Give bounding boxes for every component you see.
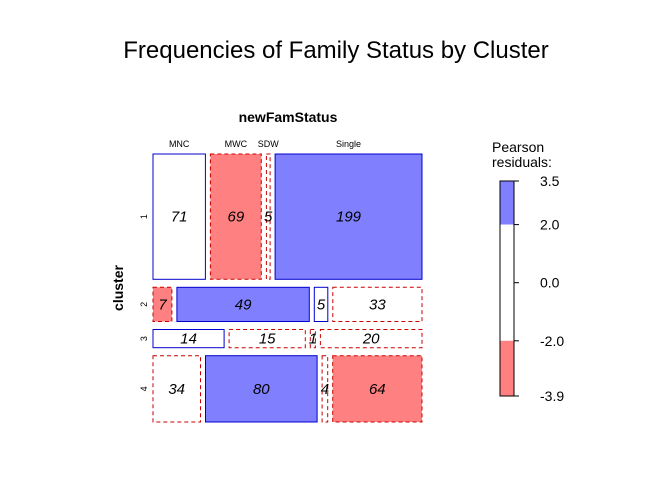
mosaic-cell bbox=[209, 153, 262, 280]
mosaic-cell bbox=[152, 355, 201, 423]
cell-count: 15 bbox=[259, 331, 276, 348]
mosaic-cell bbox=[332, 355, 423, 423]
cell-count: 4 bbox=[321, 381, 329, 398]
cell-count: 7 bbox=[158, 296, 167, 313]
legend-tick-label: 2.0 bbox=[540, 217, 560, 233]
row-labels: 1 2 3 4 bbox=[139, 214, 149, 391]
legend-band bbox=[500, 224, 514, 341]
legend-tick-label: -2.0 bbox=[540, 333, 564, 349]
mosaic-cell bbox=[152, 329, 225, 349]
mosaic-cell bbox=[332, 286, 423, 322]
mosaic-cells: 71 69 5 199 7 49 5 33 14 15 1 20 34 80 4 64 bbox=[152, 153, 423, 423]
row-label: 1 bbox=[139, 214, 149, 219]
mosaic-cell bbox=[152, 286, 173, 322]
cell-count: 1 bbox=[309, 331, 317, 348]
row-label: 4 bbox=[139, 386, 149, 391]
cell-count: 71 bbox=[171, 209, 188, 226]
cell-count: 64 bbox=[369, 381, 386, 398]
legend-band bbox=[500, 181, 514, 225]
mosaic-cell bbox=[176, 286, 310, 322]
mosaic-cell bbox=[205, 355, 318, 423]
row-label: 3 bbox=[139, 336, 149, 341]
column-variable-label: newFamStatus bbox=[239, 109, 338, 125]
mosaic-cell bbox=[274, 153, 423, 280]
cell-count: 5 bbox=[317, 296, 326, 313]
legend-tick-label: -3.9 bbox=[540, 388, 564, 404]
legend-frame bbox=[499, 180, 515, 397]
legend-title-line2: residuals: bbox=[492, 154, 552, 170]
legend-color-bar bbox=[499, 180, 515, 397]
column-label: SDW bbox=[258, 139, 280, 149]
cell-count: 20 bbox=[362, 331, 380, 348]
cell-count: 69 bbox=[228, 209, 245, 226]
legend-title-line1: Pearson bbox=[492, 139, 544, 155]
column-label: MNC bbox=[169, 139, 190, 149]
mosaic-cell bbox=[319, 329, 423, 349]
mosaic-cell bbox=[321, 355, 329, 423]
cell-count: 80 bbox=[253, 381, 270, 398]
cell-count: 34 bbox=[168, 381, 185, 398]
chart-title: Frequencies of Family Status by Cluster bbox=[123, 37, 549, 64]
cell-count: 33 bbox=[369, 296, 386, 313]
mosaic-cell bbox=[152, 153, 206, 280]
mosaic-cell bbox=[309, 329, 316, 349]
row-label: 2 bbox=[139, 302, 149, 307]
column-label: MWC bbox=[225, 139, 248, 149]
mosaic-cell bbox=[313, 286, 329, 322]
cell-count: 5 bbox=[264, 209, 273, 226]
cell-count: 199 bbox=[336, 209, 362, 226]
mosaic-cell bbox=[265, 153, 271, 280]
row-variable-label: cluster bbox=[110, 264, 126, 310]
cell-count: 14 bbox=[180, 331, 197, 348]
mosaic-cell bbox=[228, 329, 306, 349]
cell-count: 49 bbox=[235, 296, 252, 313]
legend-ticks: 3.5 2.0 0.0 -2.0 -3.9 bbox=[514, 173, 564, 404]
legend-tick-label: 0.0 bbox=[540, 275, 560, 291]
legend-band bbox=[500, 340, 514, 396]
legend-tick-label: 3.5 bbox=[540, 173, 560, 189]
column-labels: MNC MWC SDW Single bbox=[169, 139, 361, 149]
column-label: Single bbox=[336, 139, 361, 149]
